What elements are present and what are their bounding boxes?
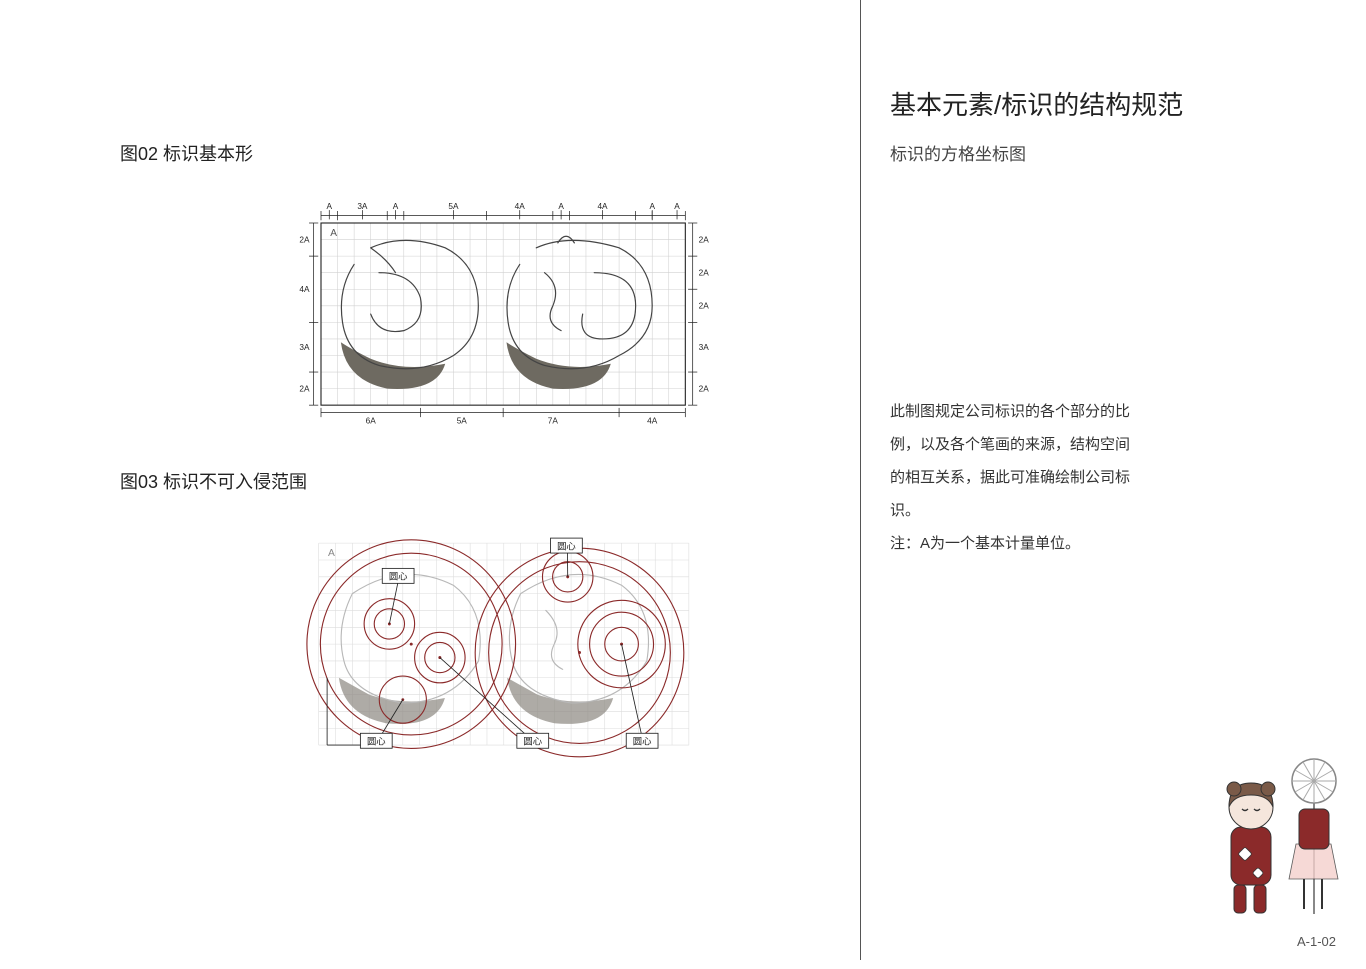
svg-text:A: A bbox=[649, 202, 655, 211]
mascot-illustration bbox=[1196, 749, 1346, 919]
svg-text:圆心: 圆心 bbox=[523, 737, 542, 747]
page-subtitle: 标识的方格坐标图 bbox=[890, 140, 1340, 165]
body-line: 注：A为一个基本计量单位。 bbox=[890, 527, 1340, 560]
svg-text:A: A bbox=[330, 228, 337, 239]
left-panel: 图02 标识基本形 A 3A A 5A 4A A 4A A A 2A 4A 3A 2A 2A 2A 2A 3A 2… bbox=[0, 0, 860, 969]
svg-text:3A: 3A bbox=[699, 343, 710, 352]
figure03-title: 图03 标识不可入侵范围 bbox=[120, 468, 307, 494]
figure03-diagram: A圆心圆心圆心圆心圆心 bbox=[300, 510, 730, 810]
svg-text:3A: 3A bbox=[357, 202, 368, 211]
page-title: 基本元素/标识的结构规范 bbox=[890, 85, 1340, 122]
svg-text:A: A bbox=[674, 202, 680, 211]
page-number: A-1-02 bbox=[1297, 934, 1336, 949]
body-line: 此制图规定公司标识的各个部分的比 bbox=[890, 395, 1340, 428]
svg-text:5A: 5A bbox=[448, 202, 459, 211]
svg-text:2A: 2A bbox=[299, 384, 310, 393]
svg-text:2A: 2A bbox=[699, 384, 710, 393]
figure02-title: 图02 标识基本形 bbox=[120, 140, 253, 166]
svg-text:A: A bbox=[328, 548, 335, 559]
svg-text:圆心: 圆心 bbox=[633, 737, 652, 747]
svg-text:圆心: 圆心 bbox=[557, 541, 576, 551]
svg-text:2A: 2A bbox=[299, 235, 310, 244]
svg-text:圆心: 圆心 bbox=[389, 572, 408, 582]
svg-text:2A: 2A bbox=[699, 235, 710, 244]
body-line: 识。 bbox=[890, 494, 1340, 527]
svg-text:3A: 3A bbox=[299, 343, 310, 352]
vertical-divider bbox=[860, 0, 861, 960]
body-line: 例，以及各个笔画的来源，结构空间 bbox=[890, 428, 1340, 461]
figure02-diagram: A3AA5A4AA4AAA2A4A3A2A2A2A2A3A2A6A5A7A4AA bbox=[290, 200, 720, 420]
svg-text:2A: 2A bbox=[699, 268, 710, 277]
svg-text:5A: 5A bbox=[457, 417, 468, 426]
svg-text:4A: 4A bbox=[299, 285, 310, 294]
svg-text:6A: 6A bbox=[366, 417, 377, 426]
svg-text:2A: 2A bbox=[699, 302, 710, 311]
svg-text:4A: 4A bbox=[597, 202, 608, 211]
svg-text:A: A bbox=[558, 202, 564, 211]
page-root: 图02 标识基本形 A 3A A 5A 4A A 4A A A 2A 4A 3A 2A 2A 2A 2A 3A 2… bbox=[0, 0, 1366, 969]
svg-text:4A: 4A bbox=[647, 417, 658, 426]
figure03-svg: A圆心圆心圆心圆心圆心 bbox=[300, 510, 730, 810]
figure02-svg: A 3A A 5A 4A A 4A A A 2A 4A 3A 2A 2A 2A 2A 3A 2A 6A 5A 7A 4A A bbox=[290, 200, 720, 430]
svg-text:7A: 7A bbox=[548, 417, 559, 426]
mascot-svg bbox=[1196, 749, 1346, 919]
svg-text:圆心: 圆心 bbox=[367, 737, 386, 747]
svg-text:4A: 4A bbox=[515, 202, 526, 211]
svg-text:A: A bbox=[327, 202, 333, 211]
body-text: 此制图规定公司标识的各个部分的比例，以及各个笔画的来源，结构空间的相互关系，据此… bbox=[890, 395, 1340, 560]
body-line: 的相互关系，据此可准确绘制公司标 bbox=[890, 461, 1340, 494]
svg-text:A: A bbox=[393, 202, 399, 211]
